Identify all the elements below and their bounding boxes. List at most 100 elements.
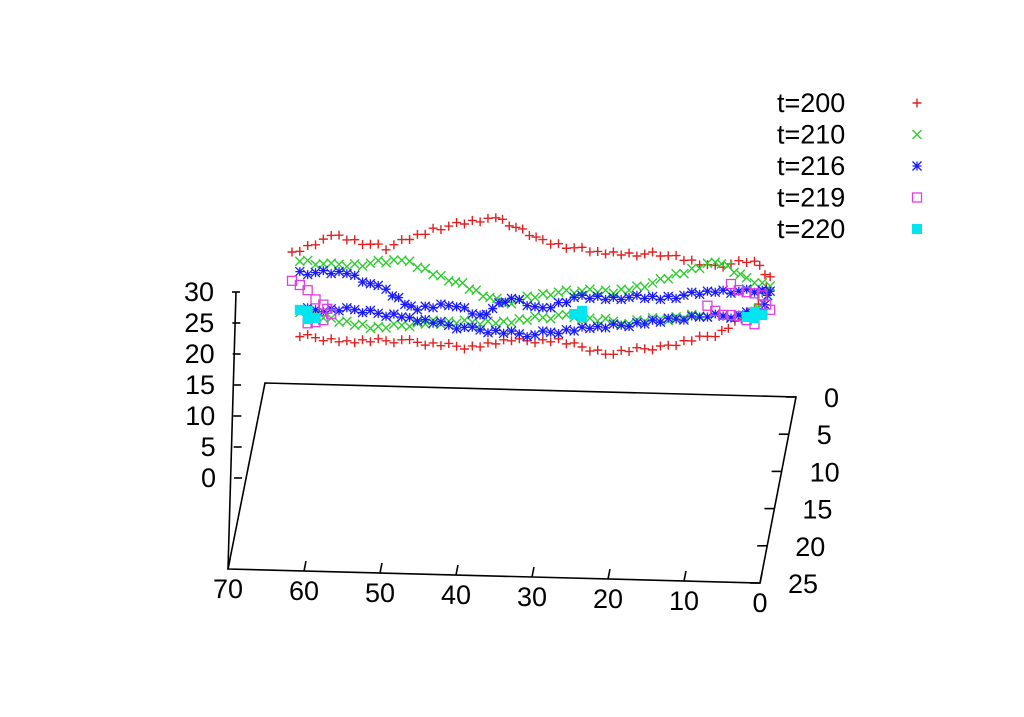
- data-point: [695, 331, 705, 341]
- data-point: [311, 240, 321, 250]
- x-tick-mark: [379, 562, 383, 574]
- data-point: [459, 219, 469, 229]
- data-point: [616, 294, 627, 305]
- data-point: [640, 344, 650, 354]
- data-point: [601, 249, 611, 259]
- data-point: [435, 270, 446, 281]
- data-point: [342, 235, 352, 245]
- data-point: [749, 256, 759, 266]
- x-tick-mark: [455, 564, 459, 576]
- data-point: [663, 251, 673, 261]
- data-point: [381, 322, 392, 333]
- data-point: [483, 338, 493, 348]
- data-point: [735, 269, 746, 280]
- data-point: [459, 322, 470, 333]
- data-point: [702, 312, 713, 322]
- data-point: [537, 312, 548, 323]
- data-point: [624, 347, 634, 357]
- data-point: [435, 299, 446, 310]
- data-point: [311, 333, 321, 343]
- data-point: [500, 297, 511, 308]
- legend-marker: [911, 192, 923, 203]
- x-tick-mark: [303, 560, 307, 572]
- data-point: [577, 290, 587, 301]
- data-point: [584, 284, 595, 295]
- data-point: [671, 340, 681, 350]
- data-point: [452, 218, 462, 228]
- data-point: [553, 310, 564, 320]
- data-point: [716, 258, 727, 269]
- data-point: [741, 306, 752, 317]
- data-point: [702, 286, 713, 297]
- data-point: [452, 341, 462, 351]
- x-tick-mark: [683, 570, 687, 582]
- data-point: [420, 340, 430, 350]
- data-point: [726, 313, 736, 323]
- data-point: [443, 320, 454, 331]
- data-point: [467, 341, 477, 351]
- data-point: [381, 311, 392, 322]
- data-point: [365, 305, 376, 316]
- data-point: [757, 310, 768, 320]
- data-point: [428, 223, 438, 233]
- data-point: [326, 268, 337, 279]
- y-tick-label: 25: [788, 569, 818, 599]
- data-point: [600, 313, 611, 324]
- data-point: [538, 335, 548, 345]
- data-point: [475, 324, 486, 335]
- data-point: [393, 292, 404, 303]
- data-point: [302, 314, 313, 325]
- data-point: [694, 312, 705, 322]
- data-point: [491, 213, 501, 223]
- data-point: [459, 302, 470, 313]
- data-point: [687, 255, 697, 265]
- data-point: [647, 277, 658, 288]
- data-point: [459, 344, 469, 354]
- data-point: [334, 337, 344, 347]
- data-point: [624, 292, 635, 303]
- data-point: [640, 249, 650, 259]
- data-point: [531, 232, 541, 242]
- data-point: [631, 290, 642, 301]
- data-point: [749, 287, 760, 298]
- data-point: [710, 287, 721, 298]
- data-point: [498, 214, 508, 224]
- series-layer: [286, 213, 776, 359]
- data-point: [483, 213, 493, 223]
- data-point: [762, 290, 773, 301]
- legend-label: t=216: [777, 151, 845, 181]
- y-tick-label: 5: [817, 420, 832, 450]
- y-axis-ticks: 0 5 10 15 20 25: [750, 383, 840, 599]
- data-point: [397, 335, 407, 345]
- data-point: [679, 255, 689, 265]
- legend-label: t=220: [777, 214, 845, 244]
- data-point: [749, 313, 760, 323]
- data-point: [399, 299, 410, 310]
- data-point: [504, 221, 514, 231]
- data-point: [537, 302, 548, 313]
- data-point: [451, 323, 462, 334]
- data-point: [467, 215, 477, 225]
- data-point: [592, 321, 603, 332]
- data-point: [358, 335, 368, 345]
- data-point: [726, 288, 736, 299]
- data-point: [561, 339, 571, 349]
- data-point: [341, 261, 352, 272]
- data-point: [537, 288, 548, 299]
- data-point: [522, 315, 533, 326]
- data-point: [561, 297, 572, 308]
- data-point: [655, 251, 665, 261]
- data-point: [553, 287, 564, 298]
- data-point: [444, 221, 454, 231]
- data-point: [593, 246, 603, 256]
- data-point: [592, 291, 603, 302]
- x-tick-label: 10: [669, 586, 699, 616]
- data-point: [388, 254, 399, 265]
- data-point: [482, 316, 493, 327]
- data-point: [404, 321, 415, 332]
- z-tick-label: 30: [184, 277, 214, 307]
- data-point: [326, 334, 336, 344]
- x-tick-mark: [227, 558, 231, 570]
